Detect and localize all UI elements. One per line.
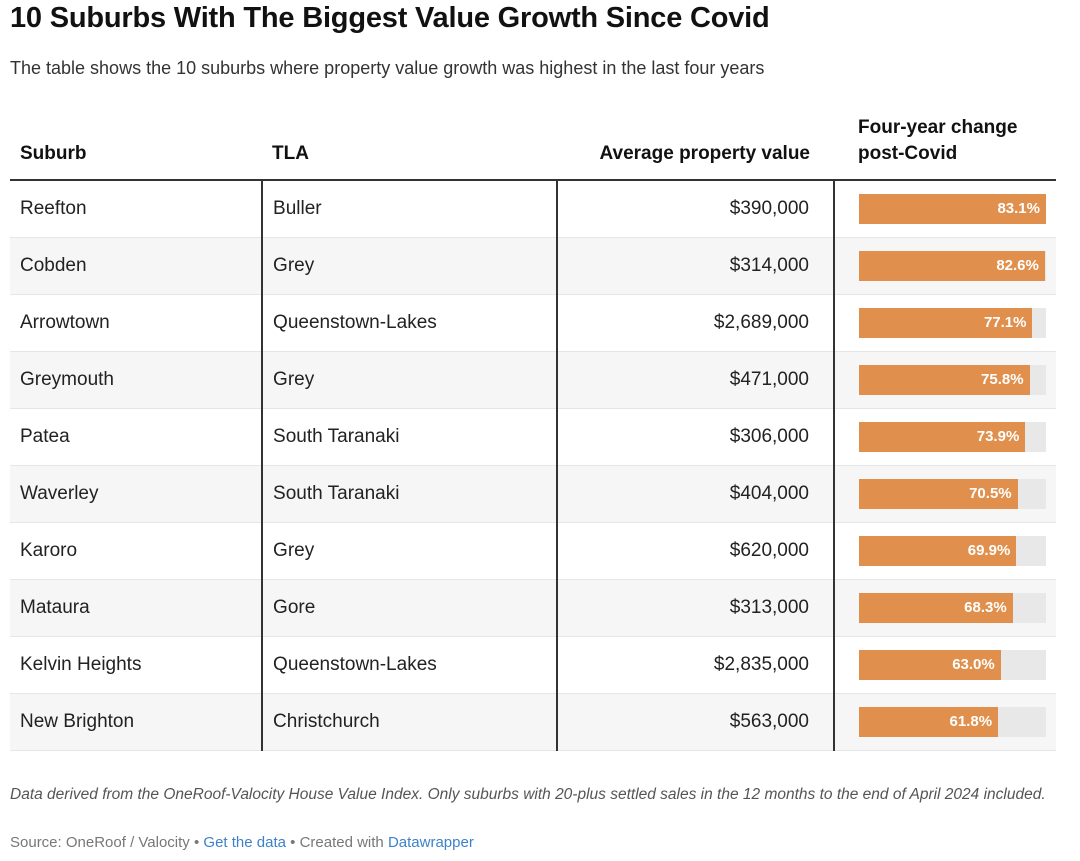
bar-fill: 75.8% — [859, 365, 1030, 395]
cell-value: $620,000 — [556, 522, 834, 580]
cell-suburb: Cobden — [10, 237, 263, 295]
bar-label: 68.3% — [964, 599, 1007, 616]
cell-change: 63.0% — [833, 636, 1056, 694]
cell-tla: Gore — [261, 579, 558, 637]
column-header-change[interactable]: Four-year change post-Covid — [834, 115, 1056, 181]
bar-label: 77.1% — [983, 314, 1027, 331]
bar-track: 83.1% — [859, 194, 1046, 224]
cell-change: 77.1% — [833, 294, 1056, 352]
bar-label: 69.9% — [967, 542, 1011, 559]
chart-source: Source: OneRoof / Valocity • Get the dat… — [10, 834, 474, 851]
bar-track: 75.8% — [859, 365, 1046, 395]
data-table: Suburb TLA Average property value Four-y… — [10, 115, 1056, 751]
column-header-value[interactable]: Average property value — [557, 115, 834, 181]
cell-suburb: Arrowtown — [10, 294, 263, 352]
cell-tla: Buller — [261, 180, 558, 238]
bar-fill: 61.8% — [859, 707, 999, 737]
separator: • — [189, 834, 204, 851]
table-row: Greymouth Grey $471,000 75.8% — [10, 351, 1056, 409]
cell-tla: South Taranaki — [261, 465, 558, 523]
cell-value: $471,000 — [556, 351, 834, 409]
get-data-link[interactable]: Get the data — [203, 834, 286, 851]
bar-track: 61.8% — [859, 707, 1046, 737]
chart-notes: Data derived from the OneRoof-Valocity H… — [10, 786, 1046, 803]
table-row: Reefton Buller $390,000 83.1% — [10, 180, 1056, 238]
bar-fill: 70.5% — [859, 479, 1018, 509]
table-row: Arrowtown Queenstown-Lakes $2,689,000 77.1% — [10, 294, 1056, 352]
table-row: Karoro Grey $620,000 69.9% — [10, 522, 1056, 580]
table-row: New Brighton Christchurch $563,000 61.8% — [10, 693, 1056, 751]
bar-fill: 83.1% — [859, 194, 1046, 224]
source-text: Source: OneRoof / Valocity — [10, 834, 190, 851]
table-header-row: Suburb TLA Average property value Four-y… — [10, 115, 1056, 181]
cell-suburb: Waverley — [10, 465, 263, 523]
cell-value: $390,000 — [556, 180, 834, 238]
bar-label: 73.9% — [976, 428, 1020, 445]
separator: • — [285, 834, 300, 851]
cell-change: 70.5% — [833, 465, 1056, 523]
cell-suburb: Mataura — [10, 579, 263, 637]
bar-label: 75.8% — [981, 371, 1024, 388]
datawrapper-link[interactable]: Datawrapper — [387, 834, 474, 851]
bar-fill: 77.1% — [859, 308, 1033, 338]
cell-change: 69.9% — [833, 522, 1056, 580]
cell-suburb: New Brighton — [10, 693, 263, 751]
table-row: Cobden Grey $314,000 82.6% — [10, 237, 1056, 295]
bar-label: 83.1% — [997, 200, 1040, 217]
cell-suburb: Reefton — [10, 180, 263, 238]
bar-track: 69.9% — [859, 536, 1046, 566]
cell-suburb: Karoro — [10, 522, 263, 580]
bar-track: 68.3% — [859, 593, 1046, 623]
cell-suburb: Patea — [10, 408, 263, 466]
bar-track: 70.5% — [859, 479, 1046, 509]
chart-subtitle: The table shows the 10 suburbs where pro… — [10, 58, 765, 78]
bar-track: 77.1% — [859, 308, 1046, 338]
cell-tla: Queenstown-Lakes — [261, 294, 558, 352]
cell-suburb: Kelvin Heights — [10, 636, 263, 694]
bar-track: 82.6% — [859, 251, 1046, 281]
bar-track: 63.0% — [859, 650, 1046, 680]
cell-change: 68.3% — [833, 579, 1056, 637]
column-header-suburb[interactable]: Suburb — [10, 115, 263, 181]
cell-suburb: Greymouth — [10, 351, 263, 409]
cell-change: 83.1% — [833, 180, 1056, 238]
cell-value: $404,000 — [556, 465, 834, 523]
cell-tla: Grey — [261, 351, 558, 409]
cell-value: $306,000 — [556, 408, 834, 466]
bar-fill: 73.9% — [859, 422, 1026, 452]
cell-change: 73.9% — [833, 408, 1056, 466]
cell-tla: Christchurch — [261, 693, 558, 751]
bar-label: 61.8% — [949, 713, 993, 730]
bar-label: 82.6% — [996, 257, 1039, 274]
cell-tla: South Taranaki — [261, 408, 558, 466]
bar-label: 63.0% — [952, 656, 995, 673]
column-header-tla[interactable]: TLA — [262, 115, 558, 181]
bar-label: 70.5% — [969, 485, 1012, 502]
cell-value: $314,000 — [556, 237, 834, 295]
cell-change: 61.8% — [833, 693, 1056, 751]
cell-value: $313,000 — [556, 579, 834, 637]
bar-track: 73.9% — [859, 422, 1046, 452]
bar-fill: 69.9% — [859, 536, 1017, 566]
created-with-text: Created with — [299, 834, 388, 851]
cell-value: $2,689,000 — [556, 294, 834, 352]
cell-tla: Grey — [261, 522, 558, 580]
cell-value: $2,835,000 — [556, 636, 834, 694]
cell-tla: Grey — [261, 237, 558, 295]
table-row: Mataura Gore $313,000 68.3% — [10, 579, 1056, 637]
chart-title: 10 Suburbs With The Biggest Value Growth… — [10, 2, 770, 34]
bar-fill: 63.0% — [859, 650, 1001, 680]
cell-change: 75.8% — [833, 351, 1056, 409]
bar-fill: 68.3% — [859, 593, 1013, 623]
table-row: Patea South Taranaki $306,000 73.9% — [10, 408, 1056, 466]
table-row: Kelvin Heights Queenstown-Lakes $2,835,000… — [10, 636, 1056, 694]
cell-tla: Queenstown-Lakes — [261, 636, 558, 694]
table-row: Waverley South Taranaki $404,000 70.5% — [10, 465, 1056, 523]
cell-value: $563,000 — [556, 693, 834, 751]
bar-fill: 82.6% — [859, 251, 1045, 281]
cell-change: 82.6% — [833, 237, 1056, 295]
